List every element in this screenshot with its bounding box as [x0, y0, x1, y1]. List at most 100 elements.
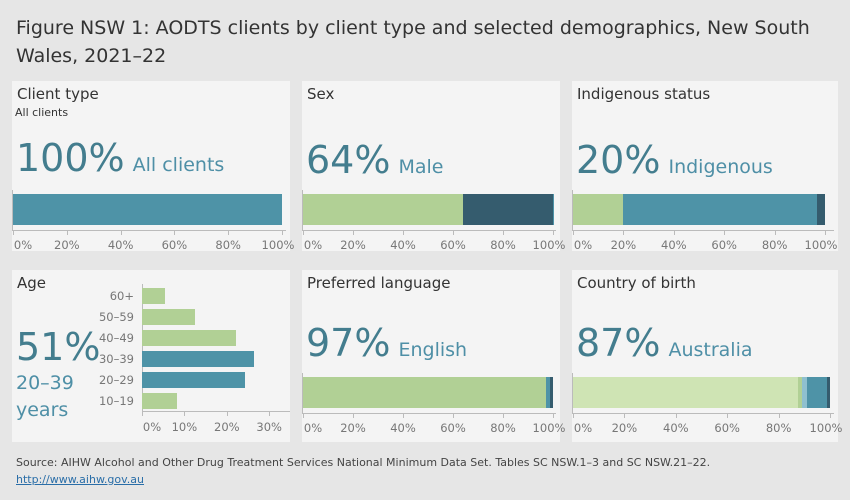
panel-preferred-language: Preferred language 97% English 0% 20% 40% 60% 8…	[302, 270, 565, 442]
panel-title: Preferred language	[307, 274, 451, 292]
x-tick	[66, 230, 68, 235]
bar-segment	[827, 377, 830, 408]
x-tick-label: 40%	[663, 421, 689, 435]
x-tick	[503, 413, 504, 418]
x-tick	[778, 413, 780, 418]
bar-segment	[303, 377, 546, 408]
category-label: 20–29	[98, 373, 134, 387]
x-tick	[825, 230, 826, 235]
x-tick-label: 80%	[490, 238, 516, 252]
bar-segment	[573, 377, 799, 408]
x-tick-label: 60%	[161, 238, 188, 252]
x-tick-label: 0%	[142, 420, 162, 434]
bar-30–39	[142, 351, 254, 367]
x-tick-label: 10%	[171, 420, 198, 434]
bar-segment	[13, 194, 282, 225]
headline-value: 100% All clients	[16, 136, 224, 180]
x-tick	[573, 230, 574, 235]
panel-indigenous-status: Indigenous status 20% Indigenous 0% 20% 40% 60…	[572, 81, 838, 252]
x-tick-label: 60%	[711, 238, 737, 252]
x-axis-line	[142, 411, 290, 412]
bar-segment	[807, 377, 828, 408]
x-tick	[573, 413, 574, 418]
headline-number: 51%	[16, 325, 101, 369]
panel-title: Client type	[17, 85, 99, 103]
panel-client-type: Client type All clients 100% All clients 0% 2…	[12, 81, 294, 252]
headline-label: Indigenous	[668, 156, 773, 178]
x-tick-label: 100%	[532, 238, 566, 252]
x-tick	[503, 230, 504, 235]
category-label: 40–49	[98, 331, 134, 345]
category-label: 60+	[109, 289, 134, 303]
headline-number: 20%	[576, 138, 661, 182]
category-label: 50–59	[98, 310, 134, 324]
x-tick-label: 100%	[261, 238, 295, 252]
bar-segment	[801, 377, 808, 408]
headline-label: English	[398, 339, 468, 361]
panel-title: Country of birth	[577, 274, 696, 292]
x-tick	[673, 230, 675, 235]
bar-segment	[545, 377, 550, 408]
headline-value: 87% Australia	[576, 321, 753, 365]
x-tick	[830, 413, 831, 418]
source-note: Source: AIHW Alcohol and Other Drug Trea…	[16, 456, 711, 469]
x-tick-label: 0%	[573, 238, 593, 252]
bar-50–59	[142, 309, 195, 325]
x-tick	[303, 413, 304, 418]
figure-title: Figure NSW 1: AODTS clients by client ty…	[16, 17, 810, 67]
x-axis-line	[572, 413, 834, 414]
x-tick	[553, 413, 554, 418]
category-label: 30–39	[98, 352, 134, 366]
bar-segment	[573, 194, 624, 225]
x-tick	[453, 413, 454, 418]
x-tick-label: 100%	[809, 421, 843, 435]
x-tick	[675, 413, 677, 418]
x-tick	[303, 230, 304, 235]
x-tick-label: 40%	[390, 238, 416, 252]
y-axis-line	[302, 190, 303, 230]
x-tick	[120, 230, 122, 235]
x-tick-label: 40%	[390, 421, 416, 435]
x-tick	[228, 230, 230, 235]
x-tick	[353, 230, 354, 235]
stacked-bar	[13, 194, 282, 225]
x-tick	[269, 411, 271, 416]
panel-country-of-birth: Country of birth 87% Australia 0% 20% 40% 60% 8…	[572, 270, 842, 442]
bar-60+	[142, 288, 165, 304]
x-tick	[403, 413, 404, 418]
headline-number: 100%	[16, 136, 125, 180]
bar-40–49	[142, 330, 237, 346]
panel-sex: Sex 64% Male 0% 20% 40% 60% 80% 100%	[302, 81, 565, 252]
headline-number: 87%	[576, 321, 661, 365]
aihw-link[interactable]: http://www.aihw.gov.au	[16, 473, 145, 486]
x-tick	[174, 230, 176, 235]
x-tick-label: 20%	[340, 238, 366, 252]
headline-label: Australia	[668, 339, 753, 361]
y-axis-line	[302, 373, 303, 413]
bar-segment	[303, 194, 463, 225]
x-tick-label: 20%	[610, 238, 637, 252]
bar-10–19	[142, 393, 177, 409]
x-tick	[774, 230, 776, 235]
bar-segment	[817, 194, 825, 225]
x-tick-label: 80%	[765, 421, 792, 435]
y-axis-line	[572, 373, 573, 413]
bar-20–29	[142, 372, 246, 388]
x-tick	[623, 230, 625, 235]
headline-number: 64%	[306, 138, 391, 182]
x-axis-line	[302, 413, 556, 414]
panel-subtitle: All clients	[15, 106, 69, 119]
x-tick-label: 20%	[611, 421, 638, 435]
x-tick-label: 100%	[532, 421, 566, 435]
x-tick-label: 60%	[440, 421, 466, 435]
x-axis-line	[302, 230, 556, 231]
x-tick-label: 0%	[13, 238, 33, 252]
x-tick-label: 20%	[340, 421, 366, 435]
stacked-bar	[573, 377, 830, 408]
headline-value: 51%	[16, 325, 100, 369]
x-tick-label: 80%	[215, 238, 241, 252]
x-tick-label: 0%	[303, 421, 323, 435]
x-tick	[727, 413, 729, 418]
x-tick	[353, 413, 354, 418]
x-tick	[184, 411, 186, 416]
